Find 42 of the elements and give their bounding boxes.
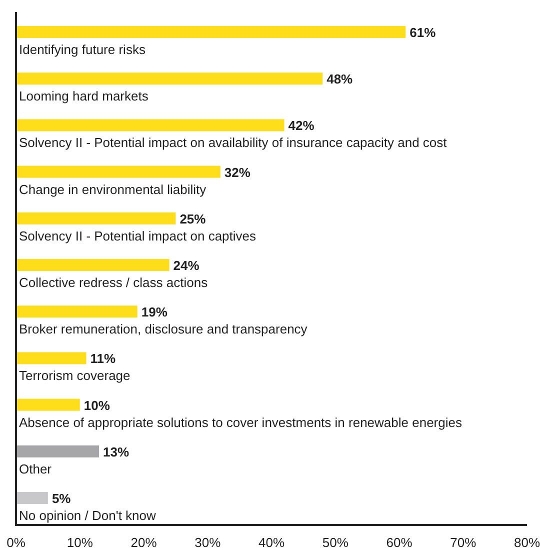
y-tick-label: Change in environmental liability xyxy=(19,182,207,197)
x-tick-label: 0% xyxy=(6,535,26,550)
bar xyxy=(16,119,284,132)
y-tick-label: Terrorism coverage xyxy=(19,368,130,384)
x-tick-label: 40% xyxy=(258,535,285,550)
data-label: 5% xyxy=(52,491,72,506)
y-tick-label: Solvency II - Potential impact on availability of insurance capacity and cost xyxy=(19,135,448,150)
bar xyxy=(16,259,170,271)
y-tick-label: Absence of appropriate solutions to cover investments in renewable energies xyxy=(19,414,462,430)
bar xyxy=(16,166,220,178)
data-label: 61% xyxy=(410,25,436,40)
bar xyxy=(16,26,406,38)
x-tick-label: 80% xyxy=(514,535,540,550)
data-label: 11% xyxy=(90,351,116,366)
bar xyxy=(16,445,100,458)
y-tick-label: Collective redress / class actions xyxy=(19,275,208,290)
data-label: 42% xyxy=(288,118,315,134)
bar xyxy=(16,398,80,411)
y-tick-label: No opinion / Don't know xyxy=(19,508,157,523)
data-label: 19% xyxy=(141,304,168,320)
bar xyxy=(16,306,138,318)
x-tick-label: 70% xyxy=(450,535,477,550)
bar xyxy=(16,212,176,224)
y-tick-label: Other xyxy=(19,461,52,476)
data-label: 10% xyxy=(84,398,110,413)
x-tick-label: 30% xyxy=(194,535,222,550)
bar xyxy=(16,492,48,504)
y-tick-label: Looming hard markets xyxy=(19,88,149,104)
data-label: 32% xyxy=(224,164,251,180)
data-label: 25% xyxy=(180,211,206,226)
bar xyxy=(16,72,323,85)
data-label: 48% xyxy=(326,72,354,87)
x-tick-label: 20% xyxy=(130,535,158,550)
bar xyxy=(16,352,86,364)
y-tick-label: Broker remuneration, disclosure and transparency xyxy=(19,322,308,337)
x-tick-label: 10% xyxy=(66,535,94,550)
data-label: 24% xyxy=(173,258,200,273)
y-tick-label: Solvency II - Potential impact on captives xyxy=(19,228,256,244)
x-tick-label: 50% xyxy=(322,535,349,550)
y-tick-label: Identifying future risks xyxy=(19,42,146,57)
data-label: 13% xyxy=(103,444,130,460)
x-tick-label: 60% xyxy=(386,535,413,550)
